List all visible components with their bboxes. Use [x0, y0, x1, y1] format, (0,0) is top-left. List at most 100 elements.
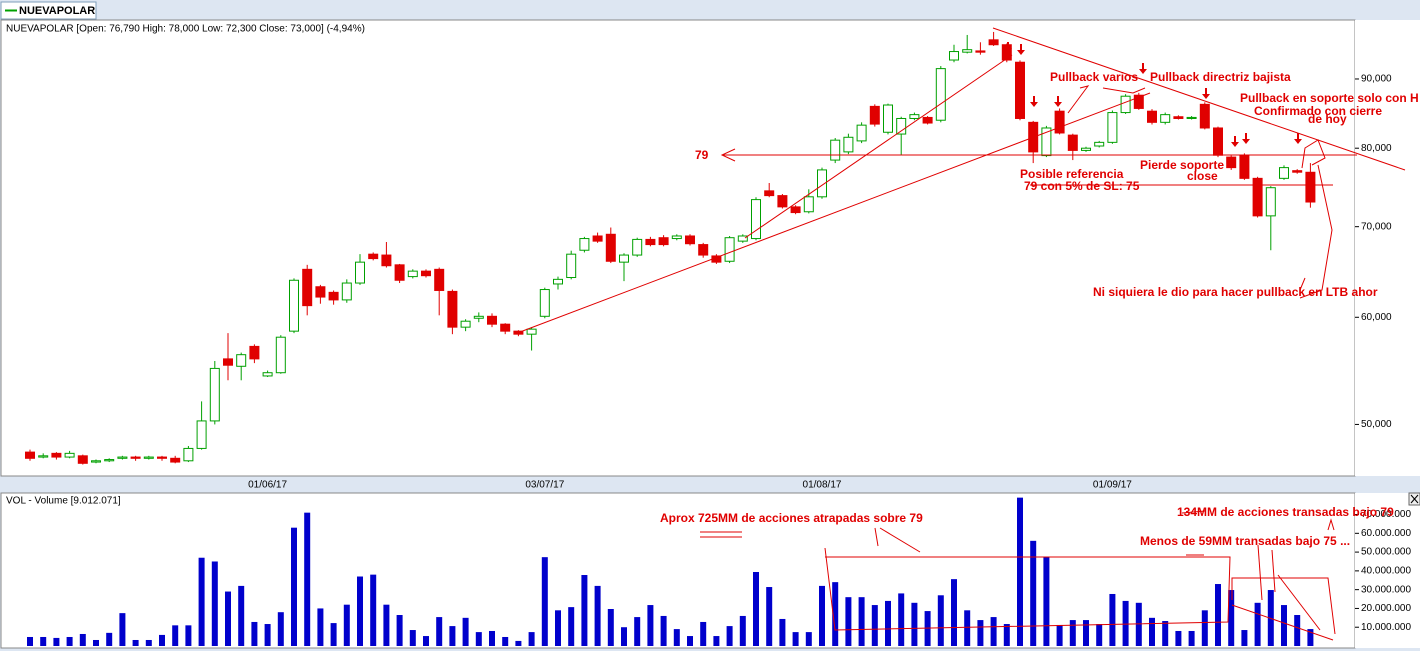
candle-body	[698, 244, 709, 256]
close-button[interactable]	[1408, 492, 1420, 506]
candle-body	[685, 235, 695, 245]
x-tick-label: 03/07/17	[525, 480, 564, 491]
candle-body	[803, 196, 814, 213]
candle-body	[671, 235, 682, 240]
candle-body	[790, 206, 801, 214]
volume-bar	[172, 625, 179, 646]
candle-body	[487, 315, 497, 325]
volume-bar	[277, 612, 284, 646]
annotation: Ni siquiera le dio para hacer pullback e…	[1093, 285, 1378, 299]
candle-body	[460, 320, 471, 328]
candle-body	[1173, 116, 1184, 119]
candle-body	[1305, 171, 1316, 203]
candle-body	[1239, 154, 1250, 179]
annotation: Menos de 59MM transadas bajo 75 ...	[1140, 534, 1350, 548]
volume-bar	[1241, 630, 1248, 646]
candle-body	[724, 237, 735, 262]
volume-bar	[1201, 610, 1208, 646]
candle-body	[592, 235, 603, 242]
volume-bar	[370, 574, 377, 646]
volume-bar	[594, 585, 601, 646]
volume-bar	[409, 630, 416, 646]
volume-bar	[871, 605, 878, 646]
volume-bar	[264, 624, 271, 646]
volume-bar	[159, 634, 165, 646]
volume-bar	[951, 579, 957, 646]
volume-bar	[990, 617, 997, 646]
candle-body	[1094, 141, 1105, 147]
candle-body	[883, 104, 893, 133]
volume-bar	[211, 561, 218, 646]
annotation: 79 con 5% de SL: 75	[1024, 179, 1140, 193]
candle-body	[64, 452, 75, 458]
arrow-head	[1202, 94, 1210, 99]
candle-body	[1160, 114, 1171, 123]
arrow-head	[1017, 50, 1025, 55]
candle-body	[1081, 147, 1091, 151]
candle-body	[1147, 110, 1157, 123]
annotation: Posible referencia	[1020, 167, 1124, 181]
symbol-tab[interactable]	[0, 1, 97, 20]
annotation: 134MM de acciones transadas bajo 79	[1177, 505, 1394, 519]
candle-body	[632, 238, 643, 256]
volume-bar	[1307, 629, 1314, 646]
candle-body	[38, 455, 49, 458]
volume-bar	[330, 623, 337, 646]
volume-bar	[462, 617, 469, 646]
volume-axis-area	[1355, 493, 1420, 648]
candle-body	[922, 116, 933, 124]
candle-body	[1199, 103, 1210, 129]
volume-bar	[845, 597, 852, 646]
volume-bar	[53, 637, 60, 646]
candle-body	[949, 51, 959, 61]
candle-body	[196, 420, 207, 449]
volume-bar	[27, 636, 33, 646]
volume-bar	[898, 593, 905, 646]
volume-bar	[225, 591, 231, 646]
volume-bar	[568, 607, 575, 646]
volume-bar	[1215, 584, 1221, 646]
candle-body	[394, 264, 405, 281]
candle-body	[117, 456, 128, 459]
tab-label[interactable]: NUEVAPOLAR	[19, 5, 95, 17]
volume-bar	[1135, 602, 1142, 646]
candle-body	[434, 268, 445, 291]
volume-bar	[911, 602, 918, 646]
volume-bar	[977, 620, 984, 646]
annotation: Pullback en soporte solo con H	[1240, 91, 1419, 105]
candle-body	[553, 278, 563, 285]
annotation: close	[1187, 169, 1218, 183]
volume-bar	[185, 625, 192, 646]
volume-bar	[1003, 624, 1010, 646]
volume-bar	[581, 575, 588, 646]
y-tick-label: 80,000	[1361, 143, 1392, 154]
candle-body	[275, 336, 286, 374]
candle-body	[1067, 134, 1078, 151]
volume-bar	[726, 626, 733, 646]
candle-body	[51, 452, 62, 458]
volume-bar	[805, 632, 812, 646]
candle-body	[1213, 127, 1223, 156]
candle-body	[1133, 94, 1144, 109]
candle-body	[1054, 110, 1065, 134]
candle-body	[130, 456, 141, 459]
volume-bar	[251, 621, 258, 646]
y-tick-label: 90,000	[1361, 74, 1392, 85]
volume-bar	[621, 627, 627, 646]
candle-body	[619, 254, 629, 263]
candle-body	[896, 117, 907, 135]
volume-bar	[1294, 615, 1301, 646]
candle-body	[869, 105, 880, 125]
volume-bar	[383, 604, 390, 646]
candle-body	[170, 457, 181, 463]
volume-bar	[1109, 593, 1116, 646]
arrow-head	[1030, 102, 1038, 107]
volume-bar	[119, 613, 126, 646]
volume-bar	[502, 636, 509, 646]
candle-body	[935, 68, 946, 121]
volume-bar	[1188, 630, 1195, 646]
volume-bar	[1030, 540, 1037, 646]
candle-body	[830, 139, 841, 161]
candle-body	[421, 270, 431, 277]
x-tick-label: 01/06/17	[248, 480, 287, 491]
